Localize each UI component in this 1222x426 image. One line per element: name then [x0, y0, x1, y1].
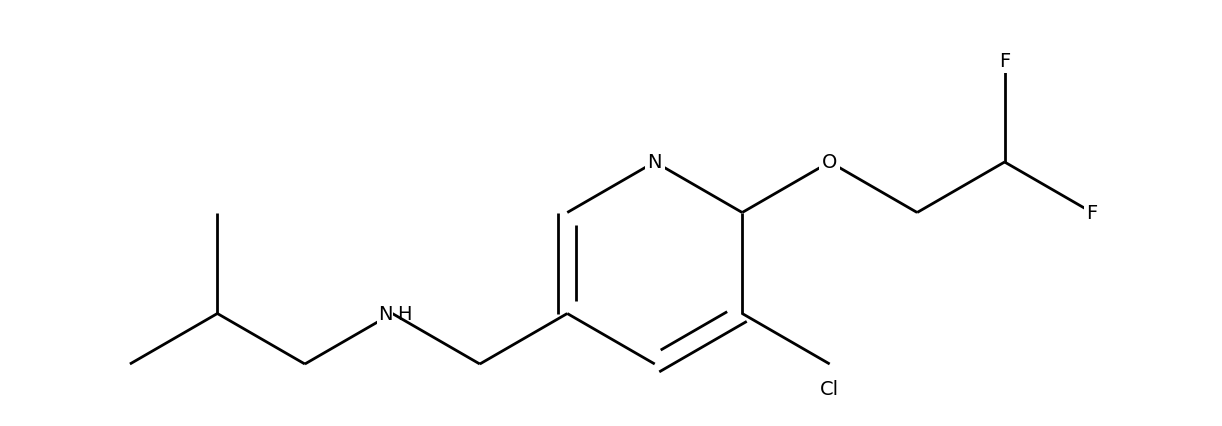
Text: N: N: [378, 304, 392, 323]
Text: H: H: [397, 304, 412, 323]
Text: F: F: [1086, 204, 1097, 222]
Text: O: O: [822, 153, 837, 172]
Text: Cl: Cl: [820, 379, 840, 398]
Text: N: N: [648, 153, 662, 172]
Text: F: F: [1000, 52, 1011, 71]
